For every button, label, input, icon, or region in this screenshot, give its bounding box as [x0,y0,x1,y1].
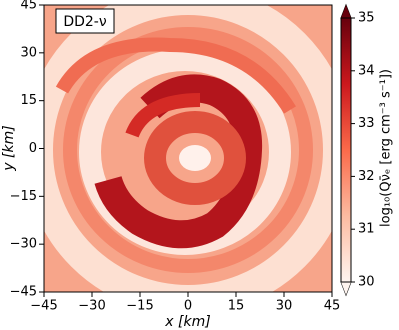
x-tick-label: −45 [30,299,57,314]
y-tick-label: −15 [10,189,37,204]
colorbar-tick-label: 32 [358,169,375,184]
colorbar-tick-label: 34 [358,63,375,78]
annotation-box [55,8,115,34]
x-tick-label: −15 [126,299,153,314]
colorbar-tick-label: 33 [358,116,375,131]
heatmap-image [44,5,332,292]
y-tick-label: 15 [20,93,37,108]
x-tick-label: 30 [276,299,293,314]
colorbar-tick-label: 30 [358,275,375,290]
x-tick-label: −30 [78,299,105,314]
annotation: DD2-ν [63,14,107,30]
y-tick-label: −45 [10,285,37,300]
y-tick-label: 0 [29,141,37,156]
y-tick-label: −30 [10,237,37,252]
colorbar-label: log₁₀(Qν̄ₑ [erg cm⁻³ s⁻¹]) [379,69,394,227]
y-tick-label: 45 [20,0,37,13]
x-axis-label: x [km] [164,314,210,330]
x-tick-label: 45 [324,299,341,314]
x-tick-label: 0 [184,299,192,314]
colorbar [340,17,352,283]
y-tick-label: 30 [20,45,37,60]
colorbar-extend-bottom [341,282,351,295]
colorbar-tick-label: 31 [358,222,375,237]
colorbar-extend-top [341,5,351,18]
y-axis-label: y [km] [1,125,17,171]
colorbar-tick-label: 35 [358,11,375,26]
x-tick-label: 15 [228,299,245,314]
